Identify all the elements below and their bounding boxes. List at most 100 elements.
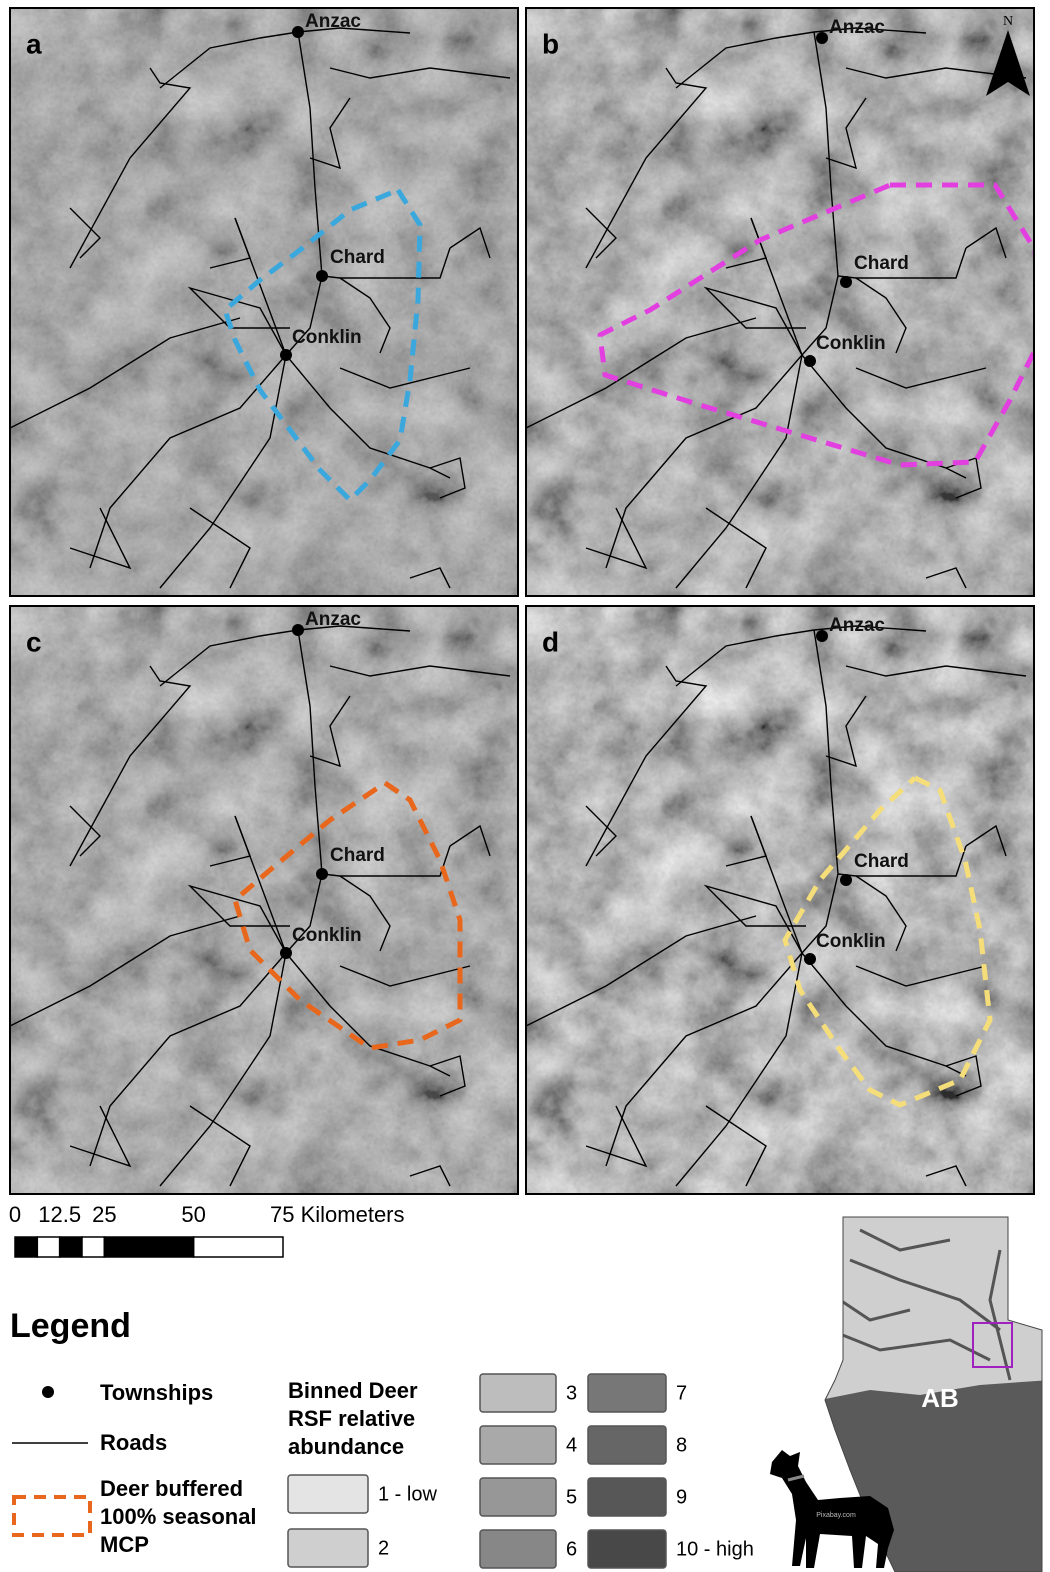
road — [675, 354, 803, 589]
township — [840, 276, 852, 288]
panel-label: a — [26, 28, 42, 59]
road — [703, 286, 806, 356]
inset-texture — [988, 1249, 1012, 1381]
legend-bin-label: 9 — [676, 1486, 687, 1508]
road — [409, 567, 451, 589]
road — [675, 27, 927, 89]
town-label: Conklin — [816, 333, 886, 354]
legend-mcp: 100% seasonal — [100, 1504, 257, 1529]
north-arrow — [986, 30, 1030, 96]
township — [316, 868, 328, 880]
scale-segment — [192, 1236, 284, 1258]
legend-townships: Townships — [100, 1380, 213, 1405]
road — [705, 507, 767, 589]
road — [89, 354, 287, 569]
town-label: Conklin — [292, 925, 362, 946]
road — [605, 952, 803, 1167]
township — [816, 630, 828, 642]
legend-bin-swatch — [287, 1474, 369, 1514]
road — [209, 815, 251, 867]
road — [159, 952, 287, 1187]
road — [309, 97, 351, 170]
road — [675, 625, 927, 687]
road — [825, 97, 867, 170]
legend-mcp: MCP — [100, 1532, 149, 1557]
road — [159, 354, 287, 589]
mcp-boundary — [222, 187, 423, 503]
road — [585, 207, 617, 259]
road — [449, 226, 491, 259]
panel-content: Anzac Chard Conklin a — [10, 8, 518, 596]
road — [675, 952, 803, 1187]
legend-title: Legend — [10, 1307, 131, 1345]
township — [292, 26, 304, 38]
scale-segment — [81, 1236, 106, 1258]
town-label: Chard — [330, 247, 385, 268]
map-panel: Anzac Chard Conklin b — [525, 7, 1035, 597]
road — [585, 507, 648, 570]
panel-label: d — [542, 626, 559, 657]
legend-bin-label: 3 — [566, 1382, 577, 1404]
mcp-boundary — [232, 780, 463, 1051]
road — [585, 67, 708, 269]
legend-bin-swatch — [287, 1528, 369, 1568]
legend-mcp: Deer buffered — [100, 1476, 243, 1501]
road — [10, 317, 241, 429]
road — [725, 217, 767, 269]
inset-texture — [849, 1258, 1001, 1332]
road — [187, 286, 290, 356]
legend-bin-label: 10 - high — [676, 1538, 754, 1560]
scale-segment — [14, 1236, 39, 1258]
panel-frame — [525, 605, 1035, 1195]
road — [526, 317, 757, 429]
road — [329, 67, 511, 79]
rsf-speckle — [10, 8, 518, 596]
road — [845, 67, 1027, 79]
road — [339, 965, 471, 987]
legend-bin-swatch — [587, 1529, 667, 1569]
road — [159, 27, 411, 89]
image-credit: Pixabay.com — [816, 1512, 856, 1519]
township — [292, 624, 304, 636]
panel-frame — [525, 7, 1035, 597]
scale-segment — [58, 1236, 83, 1258]
inset-label: AB — [921, 1383, 959, 1413]
road — [965, 824, 1007, 857]
road — [429, 1055, 466, 1097]
scale-label: 25 — [92, 1202, 116, 1227]
scale-segment — [103, 1236, 195, 1258]
town-label: Chard — [330, 845, 385, 866]
township — [316, 270, 328, 282]
road — [234, 815, 451, 1077]
deer-collar — [787, 1474, 805, 1482]
road — [855, 367, 987, 389]
rsf-speckle — [10, 606, 518, 1194]
road — [89, 952, 287, 1167]
road — [703, 884, 806, 954]
township — [280, 349, 292, 361]
road — [209, 217, 251, 269]
township — [804, 355, 816, 367]
rsf-speckle — [526, 606, 1034, 1194]
road — [945, 1055, 982, 1097]
road — [159, 625, 411, 687]
road — [309, 695, 351, 768]
township — [804, 953, 816, 965]
legend-rsf-title: Binned Deer — [288, 1378, 418, 1403]
legend-bin-swatch — [479, 1373, 557, 1413]
road — [925, 567, 967, 589]
scale-label: 0 — [9, 1202, 21, 1227]
road — [339, 367, 471, 389]
legend-roads: Roads — [100, 1430, 167, 1455]
road — [187, 884, 290, 954]
legend-bin-swatch — [479, 1425, 557, 1465]
map-panel: Anzac Chard Conklin d — [525, 605, 1035, 1195]
panel-label: c — [26, 626, 42, 657]
map-panel: Anzac Chard Conklin c — [9, 605, 519, 1195]
road — [69, 665, 192, 867]
road — [845, 665, 1027, 677]
inset-texture — [829, 1328, 991, 1362]
road — [855, 965, 987, 987]
road — [189, 1105, 251, 1187]
